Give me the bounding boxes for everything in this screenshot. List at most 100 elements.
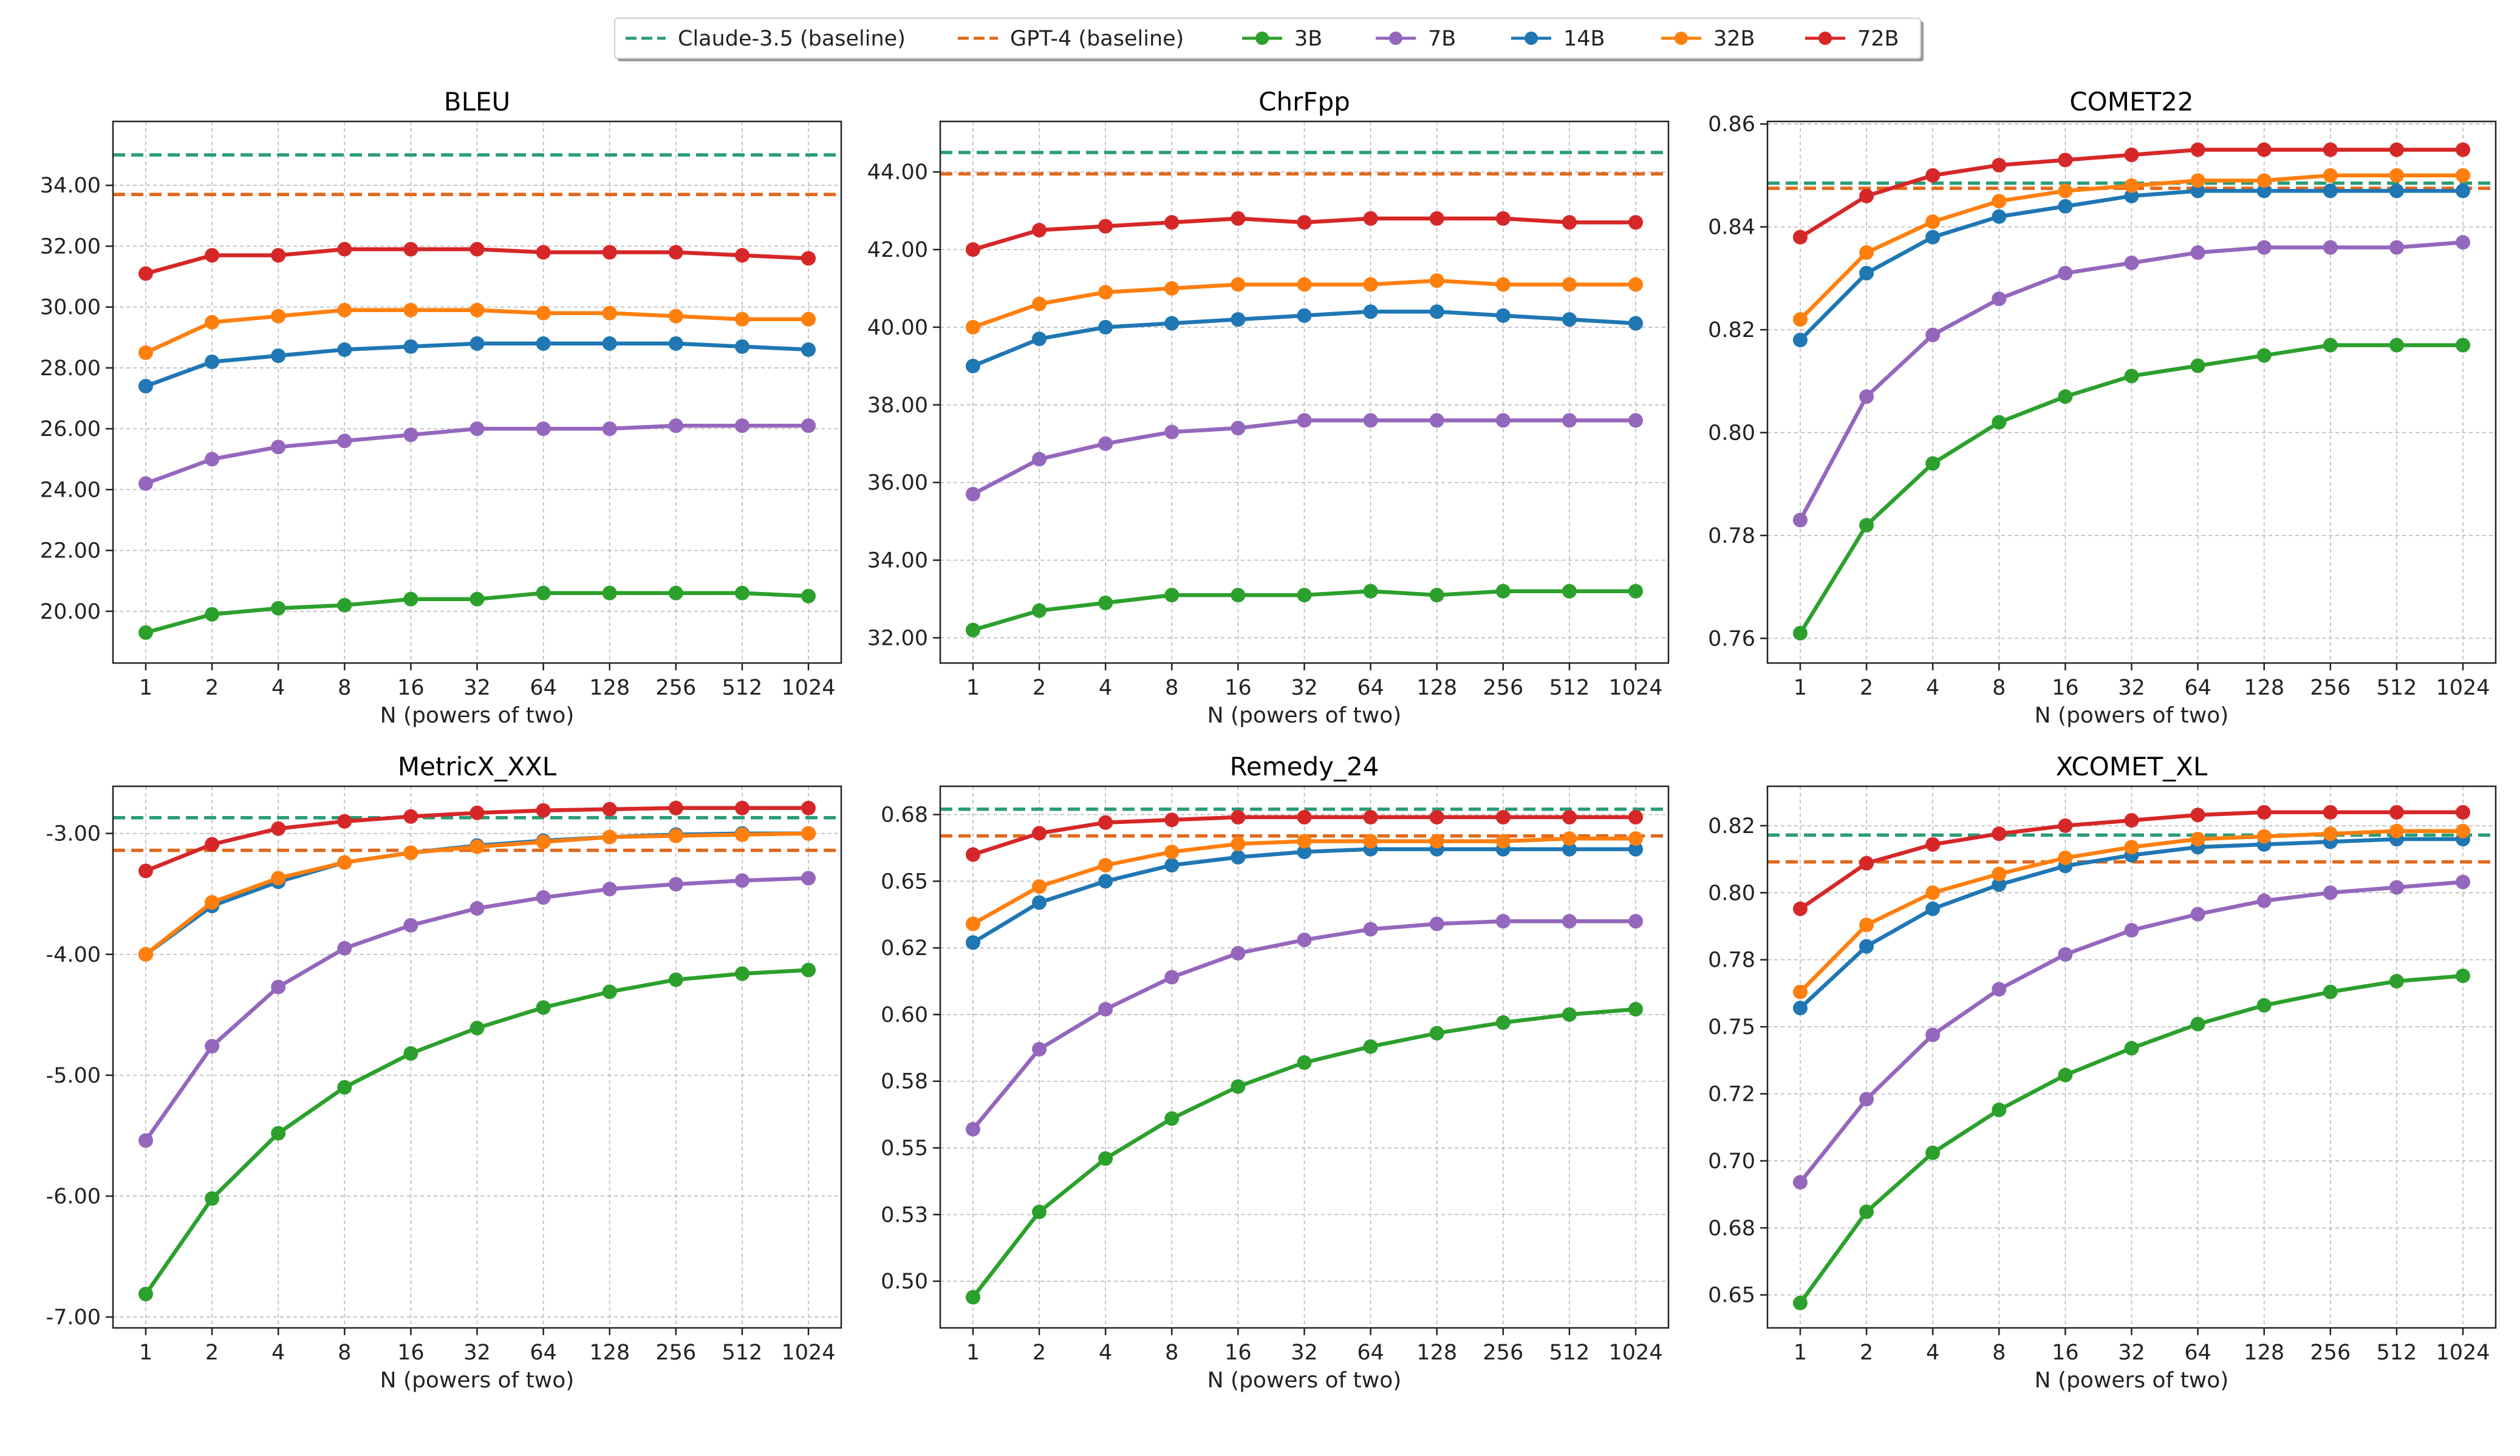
y-tick-label: 0.58 — [881, 1070, 928, 1094]
y-tick-label: 36.00 — [867, 471, 928, 495]
data-point — [2058, 947, 2073, 962]
data-point — [2323, 142, 2338, 157]
data-point — [271, 248, 286, 263]
y-tick-label: 0.78 — [1708, 524, 1755, 548]
data-point — [2323, 183, 2338, 199]
data-point — [1032, 1204, 1047, 1219]
data-point — [138, 625, 153, 640]
series-14b — [1792, 183, 2471, 348]
data-point — [470, 336, 485, 351]
x-tick-label: 4 — [1926, 1341, 1939, 1365]
y-tick-label: 22.00 — [40, 539, 101, 563]
data-point — [2389, 974, 2404, 989]
data-point — [965, 358, 980, 373]
data-point — [1429, 834, 1444, 849]
x-tick-label: 32 — [463, 1341, 491, 1365]
data-point — [1363, 304, 1378, 319]
series-72b — [965, 809, 1644, 862]
data-point — [1628, 316, 1644, 331]
data-point — [1562, 583, 1577, 599]
y-tick-label: 0.78 — [1708, 948, 1755, 973]
data-point — [2323, 984, 2338, 999]
data-point — [2256, 805, 2272, 820]
data-point — [2190, 245, 2205, 260]
data-point — [2389, 168, 2404, 183]
data-point — [1297, 413, 1312, 428]
data-point — [1792, 625, 1808, 641]
data-point — [1628, 914, 1644, 929]
data-point — [1098, 1151, 1113, 1166]
x-tick-label: 1 — [1794, 676, 1807, 700]
data-point — [470, 591, 485, 607]
data-point — [2124, 369, 2139, 384]
data-point — [801, 251, 816, 266]
x-tick-label: 2 — [1033, 1341, 1046, 1365]
x-tick-label: 2 — [1860, 1341, 1873, 1365]
data-point — [2190, 358, 2205, 373]
data-point — [2058, 818, 2073, 833]
data-point — [1859, 389, 1874, 404]
data-point — [1562, 831, 1577, 846]
data-point — [2058, 265, 2073, 281]
x-tick-label: 512 — [1549, 1341, 1590, 1365]
y-tick-label: 0.70 — [1708, 1149, 1755, 1174]
data-point — [337, 302, 352, 318]
data-point — [403, 339, 418, 354]
x-tick-label: 256 — [2310, 1341, 2351, 1365]
data-point — [2256, 183, 2272, 199]
data-point — [403, 809, 418, 824]
y-tick-label: 0.50 — [881, 1270, 928, 1294]
x-axis-label: N (powers of two) — [2035, 1368, 2229, 1393]
series-7b — [1792, 235, 2471, 528]
data-point — [1032, 296, 1047, 311]
data-point — [1859, 245, 1874, 260]
data-point — [2124, 1041, 2139, 1056]
data-point — [1562, 312, 1577, 327]
data-point — [801, 342, 816, 357]
y-tick-label: 28.00 — [40, 356, 101, 381]
x-tick-label: 64 — [1357, 1341, 1384, 1365]
data-point — [1363, 211, 1378, 226]
data-point — [1628, 809, 1644, 825]
y-tick-label: 0.80 — [1708, 881, 1755, 905]
x-tick-label: 256 — [1483, 676, 1523, 700]
data-point — [1164, 970, 1180, 985]
data-point — [2389, 338, 2404, 353]
data-point — [1363, 277, 1378, 292]
data-point — [536, 421, 551, 437]
data-point — [2058, 389, 2073, 404]
data-point — [2124, 188, 2139, 203]
x-tick-label: 1 — [139, 1341, 152, 1365]
x-tick-label: 256 — [655, 1341, 696, 1365]
data-point — [1297, 932, 1312, 947]
data-point — [1098, 874, 1113, 889]
x-tick-label: 4 — [271, 676, 285, 700]
data-point — [138, 947, 153, 962]
y-tick-label: 0.55 — [881, 1137, 928, 1161]
data-point — [668, 972, 683, 987]
data-point — [602, 245, 617, 260]
data-point — [2456, 235, 2471, 250]
data-point — [801, 418, 816, 434]
data-point — [337, 1080, 352, 1095]
data-point — [1792, 1295, 1808, 1310]
chart-remedy-24: 1 2 4 8 16 32 64 128 256 512 1024 0.50 0.53 0.55 0.58 0… — [881, 752, 1670, 1393]
data-point — [801, 871, 816, 886]
data-point — [1925, 901, 1941, 916]
data-point — [1164, 845, 1180, 860]
data-point — [1495, 308, 1511, 323]
data-point — [1992, 194, 2007, 209]
y-tick-label: 0.68 — [1708, 1216, 1755, 1240]
data-point — [1231, 849, 1246, 865]
series-3b — [965, 583, 1644, 638]
data-point — [2058, 199, 2073, 214]
data-point — [668, 877, 683, 892]
data-point — [1363, 413, 1378, 428]
data-point — [205, 1039, 220, 1054]
x-tick-label: 4 — [1099, 1341, 1112, 1365]
chart-title: Remedy_24 — [1230, 752, 1379, 781]
chart-title: XCOMET_XL — [2056, 752, 2208, 781]
data-point — [668, 828, 683, 843]
data-point — [1495, 413, 1511, 428]
data-point — [1859, 265, 1874, 281]
